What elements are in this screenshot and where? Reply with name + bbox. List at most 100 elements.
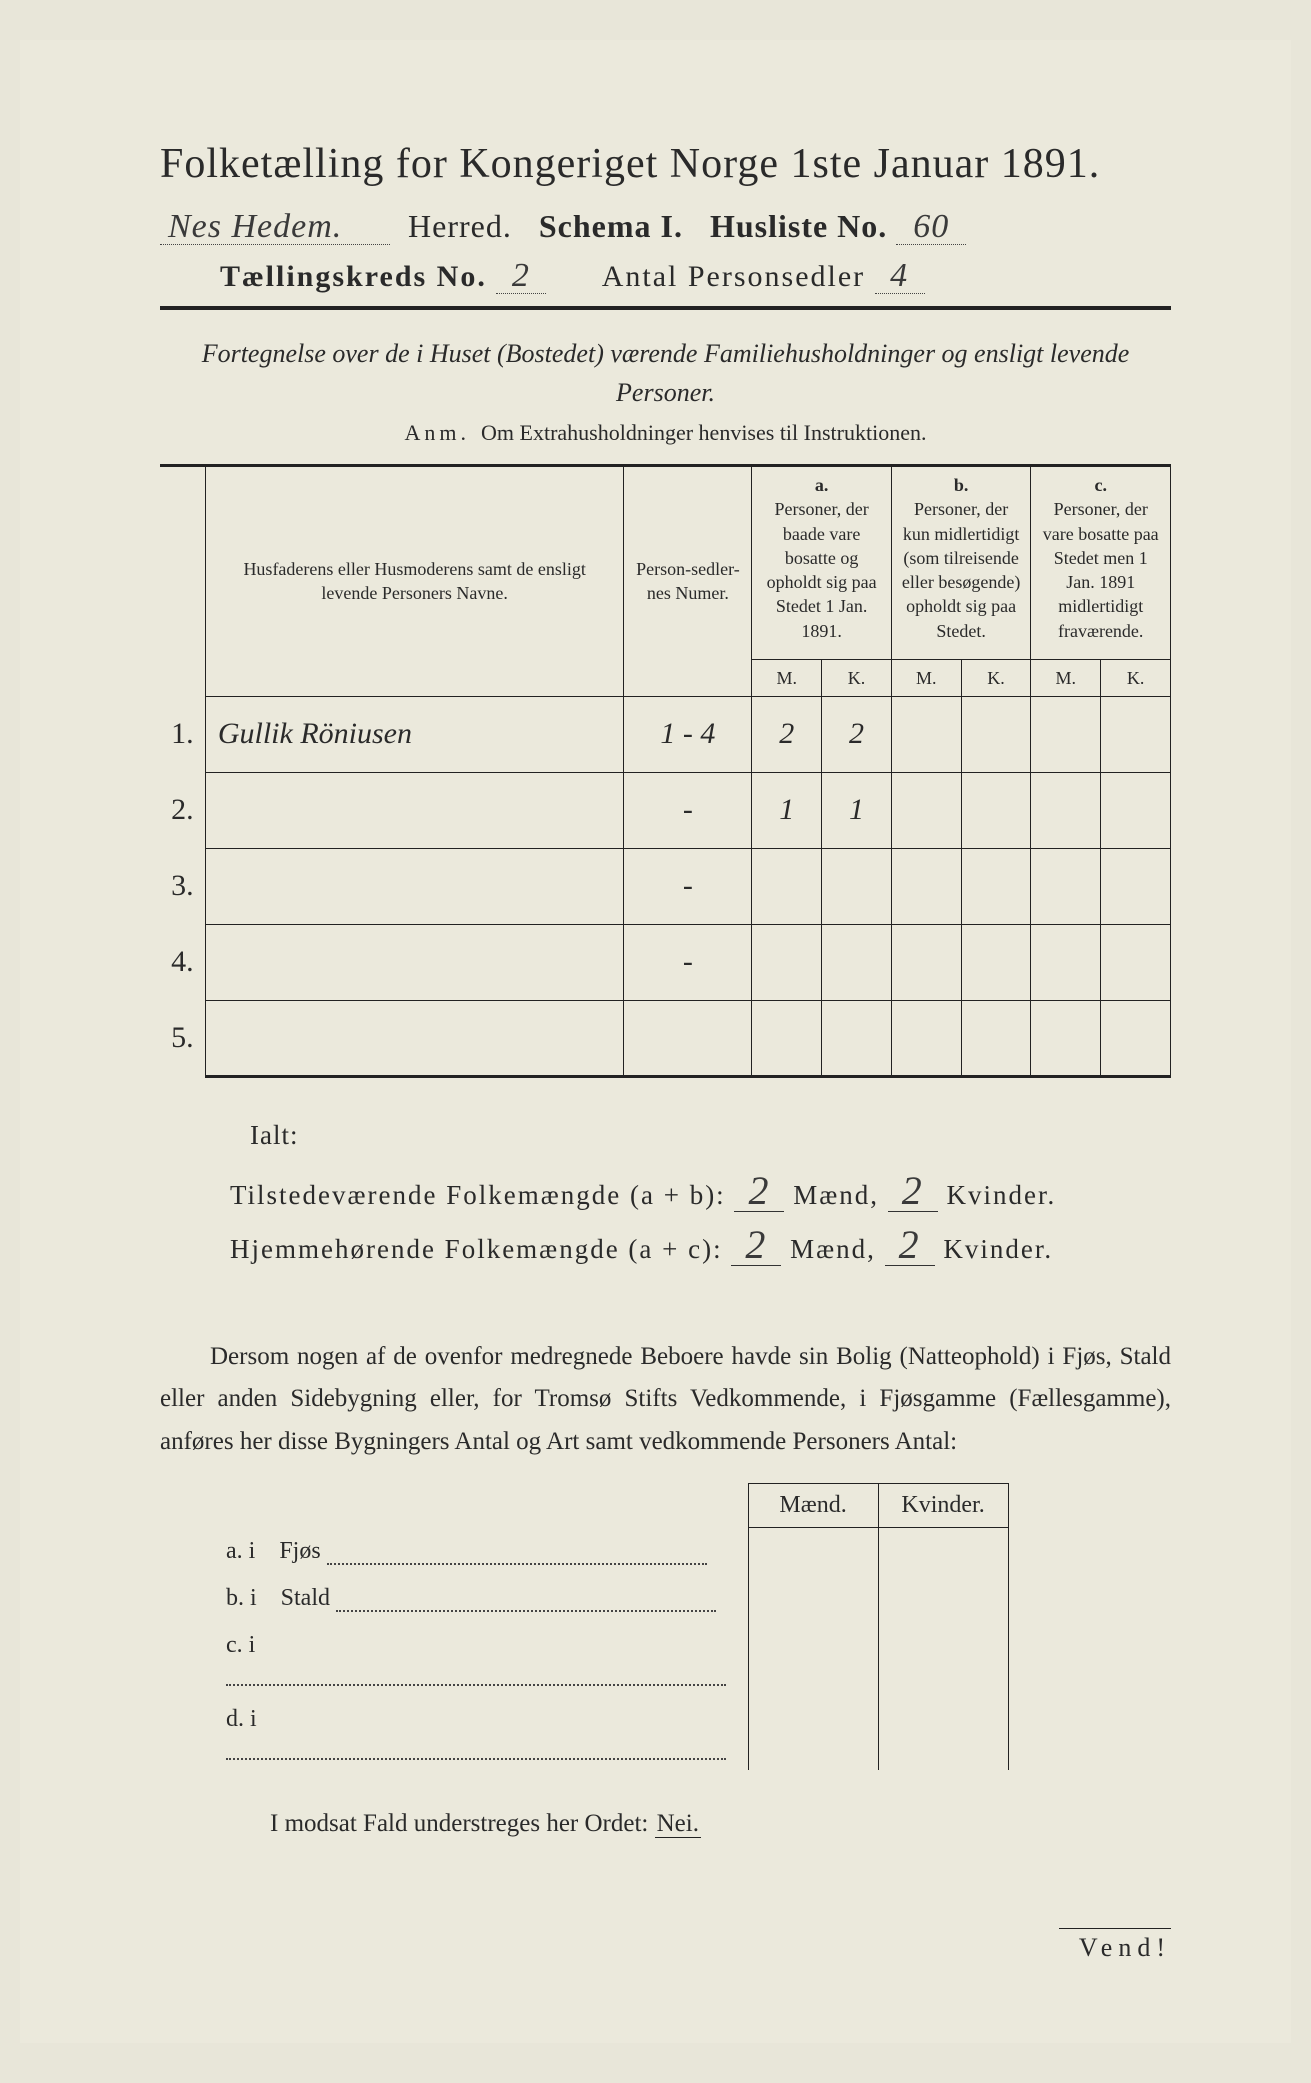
main-table: Husfaderens eller Husmoderens samt de en… xyxy=(160,464,1171,1078)
b-k-cell xyxy=(961,1000,1031,1076)
totals-l2-m: 2 xyxy=(731,1225,781,1266)
num-cell: 1 - 4 xyxy=(624,696,752,772)
spacer-a xyxy=(752,649,892,659)
subtitle-text: Fortegnelse over de i Huset (Bostedet) v… xyxy=(202,339,1130,407)
c-k-cell xyxy=(1101,1000,1171,1076)
a-m-cell xyxy=(752,924,822,1000)
b-k-cell xyxy=(961,924,1031,1000)
small-kvinder-cell xyxy=(878,1622,1008,1696)
col-c-header: c. Personer, der vare bosatte paa Stedet… xyxy=(1031,466,1171,650)
antal-value: 4 xyxy=(875,259,925,294)
name-cell xyxy=(205,924,624,1000)
ialt-label: Ialt: xyxy=(230,1108,1171,1162)
small-row-label: d. i xyxy=(220,1696,748,1770)
outbuilding-row: a. i Fjøs xyxy=(220,1528,1008,1575)
name-cell xyxy=(205,1000,624,1076)
kvinder-2: Kvinder. xyxy=(943,1234,1053,1264)
a-k-cell: 1 xyxy=(822,772,892,848)
c-m-cell xyxy=(1031,924,1101,1000)
b-k-cell xyxy=(961,772,1031,848)
b-m-cell xyxy=(891,696,961,772)
small-row-label: b. i Stald xyxy=(220,1575,748,1622)
row-number: 3. xyxy=(160,848,205,924)
col-b-header: b. Personer, der kun midlertidigt (som t… xyxy=(891,466,1031,650)
row-number: 1. xyxy=(160,696,205,772)
small-h-maend: Mænd. xyxy=(748,1484,878,1528)
b-m-cell xyxy=(891,848,961,924)
small-row-label: c. i xyxy=(220,1622,748,1696)
col-c-text: Personer, der vare bosatte paa Stedet me… xyxy=(1043,499,1159,640)
c-k-cell xyxy=(1101,924,1171,1000)
nei-prefix: I modsat Fald understreges her Ordet: xyxy=(270,1810,648,1837)
maend-1: Mænd, xyxy=(793,1180,879,1210)
b-m-cell xyxy=(891,1000,961,1076)
a-k-cell xyxy=(822,848,892,924)
c-m-cell xyxy=(1031,772,1101,848)
col-names-header: Husfaderens eller Husmoderens samt de en… xyxy=(205,466,624,697)
small-row-label: a. i Fjøs xyxy=(220,1528,748,1575)
table-row: 4.- xyxy=(160,924,1171,1000)
kreds-label: Tællingskreds No. xyxy=(220,260,487,293)
herred-label: Herred. xyxy=(408,208,512,244)
nei-word: Nei. xyxy=(655,1810,701,1838)
row-number: 2. xyxy=(160,772,205,848)
totals-l1-m: 2 xyxy=(734,1171,784,1212)
row-number: 5. xyxy=(160,1000,205,1076)
totals-l2-label: Hjemmehørende Folkemængde (a + c): xyxy=(230,1234,723,1264)
col-c-m: M. xyxy=(1031,659,1101,696)
col-a-text: Personer, der baade vare bosatte og opho… xyxy=(767,499,877,640)
col-c-k: K. xyxy=(1101,659,1171,696)
spacer-b xyxy=(891,649,1031,659)
title-prefix: Folketælling for Kongeriget Norge 1ste J… xyxy=(160,141,989,187)
small-h-kvinder: Kvinder. xyxy=(878,1484,1008,1528)
c-k-cell xyxy=(1101,772,1171,848)
table-row: 3. - xyxy=(160,848,1171,924)
c-m-cell xyxy=(1031,848,1101,924)
col-names-text: Husfaderens eller Husmoderens samt de en… xyxy=(243,559,585,603)
small-maend-cell xyxy=(748,1622,878,1696)
title-year: 1891. xyxy=(1001,141,1101,187)
a-m-cell: 2 xyxy=(752,696,822,772)
col-b-m: M. xyxy=(891,659,961,696)
num-cell: - xyxy=(624,848,752,924)
kvinder-1: Kvinder. xyxy=(946,1180,1056,1210)
totals-l1-k: 2 xyxy=(888,1171,938,1212)
outbuilding-row: d. i xyxy=(220,1696,1008,1770)
maend-2: Mænd, xyxy=(790,1234,876,1264)
name-cell xyxy=(205,848,624,924)
totals-line-2: Hjemmehørende Folkemængde (a + c): 2 Mæn… xyxy=(230,1222,1171,1276)
table-row: 2.-11 xyxy=(160,772,1171,848)
small-maend-cell xyxy=(748,1575,878,1622)
small-kvinder-cell xyxy=(878,1696,1008,1770)
a-k-cell xyxy=(822,924,892,1000)
a-m-cell: 1 xyxy=(752,772,822,848)
divider xyxy=(160,306,1171,310)
header-line-1: Nes Hedem. Herred. Schema I. Husliste No… xyxy=(160,208,1171,245)
table-row: 5. xyxy=(160,1000,1171,1076)
num-cell: - xyxy=(624,924,752,1000)
col-c-label: c. xyxy=(1094,475,1107,495)
small-kvinder-cell xyxy=(878,1575,1008,1622)
b-m-cell xyxy=(891,924,961,1000)
col-a-m: M. xyxy=(752,659,822,696)
anm-line: Anm. Om Extrahusholdninger henvises til … xyxy=(160,420,1171,446)
totals-block: Ialt: Tilstedeværende Folkemængde (a + b… xyxy=(160,1108,1171,1276)
spacer-c xyxy=(1031,649,1171,659)
name-cell: Gullik Röniusen xyxy=(205,696,624,772)
husliste-value: 60 xyxy=(896,210,966,245)
husliste-label: Husliste No. xyxy=(710,208,887,244)
anm-text: Om Extrahusholdninger henvises til Instr… xyxy=(481,420,926,445)
c-m-cell xyxy=(1031,1000,1101,1076)
col-a-label: a. xyxy=(815,475,829,495)
schema-label: Schema I. xyxy=(539,208,683,244)
totals-l2-k: 2 xyxy=(885,1225,935,1266)
a-k-cell: 2 xyxy=(822,696,892,772)
page-title: Folketælling for Kongeriget Norge 1ste J… xyxy=(160,140,1171,188)
c-m-cell xyxy=(1031,696,1101,772)
col-num-header: Person-sedler-nes Numer. xyxy=(624,466,752,697)
col-b-label: b. xyxy=(954,475,969,495)
kreds-value: 2 xyxy=(496,259,546,294)
vend-label: Vend! xyxy=(1059,1928,1171,1963)
a-k-cell xyxy=(822,1000,892,1076)
a-m-cell xyxy=(752,1000,822,1076)
